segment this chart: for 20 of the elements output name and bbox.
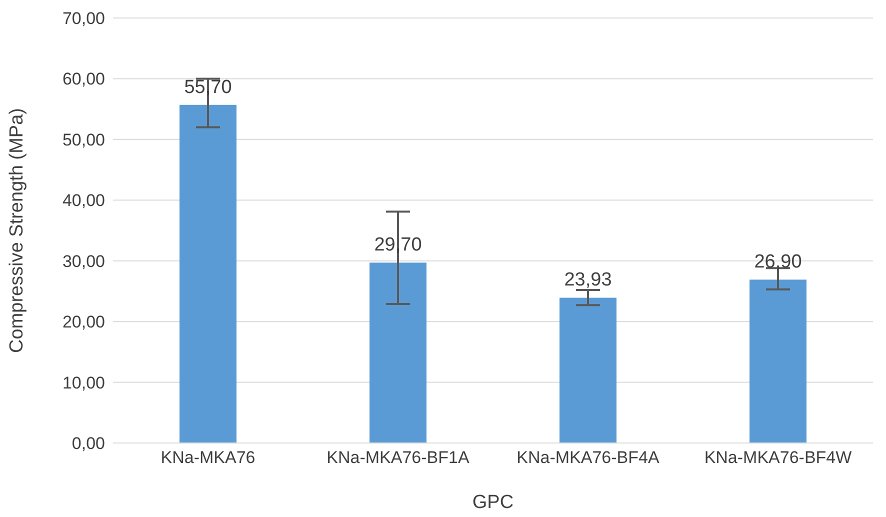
y-tick-label: 10,00 — [62, 373, 105, 392]
x-tick-label: KNa-MKA76 — [160, 448, 256, 468]
bar — [180, 104, 236, 443]
bar — [560, 298, 616, 443]
y-tick-label: 30,00 — [62, 252, 105, 271]
y-tick-label: 40,00 — [62, 191, 105, 210]
x-axis-title: GPC — [472, 492, 514, 513]
x-tick-label: KNa-MKA76-BF4A — [516, 448, 660, 468]
bar — [370, 262, 426, 443]
data-label: 23,93 — [564, 270, 612, 291]
y-tick-label: 70,00 — [62, 9, 105, 28]
y-tick-label: 20,00 — [62, 312, 105, 332]
y-tick-label: 50,00 — [62, 130, 105, 150]
x-tick-label: KNa-MKA76-BF4W — [704, 448, 852, 468]
y-axis-title: Compressive Strength (MPa) — [6, 108, 28, 353]
y-tick-label: 0,00 — [72, 434, 105, 454]
data-label: 26,90 — [754, 252, 802, 273]
x-tick-label: KNa-MKA76-BF1A — [326, 448, 470, 468]
bar — [750, 280, 806, 443]
y-tick-label: 60,00 — [62, 70, 105, 89]
